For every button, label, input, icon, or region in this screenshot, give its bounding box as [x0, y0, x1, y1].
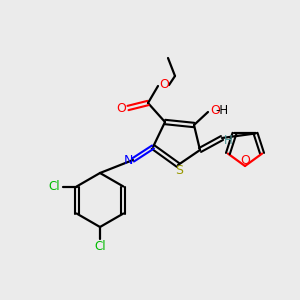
Text: S: S [175, 164, 183, 178]
Text: H: H [224, 134, 232, 148]
Text: O: O [210, 103, 220, 116]
Text: -H: -H [215, 103, 229, 116]
Text: O: O [159, 79, 169, 92]
Text: Cl: Cl [94, 241, 106, 254]
Text: O: O [116, 101, 126, 115]
Text: N: N [123, 154, 133, 167]
Text: Cl: Cl [49, 180, 60, 193]
Text: O: O [240, 154, 250, 166]
